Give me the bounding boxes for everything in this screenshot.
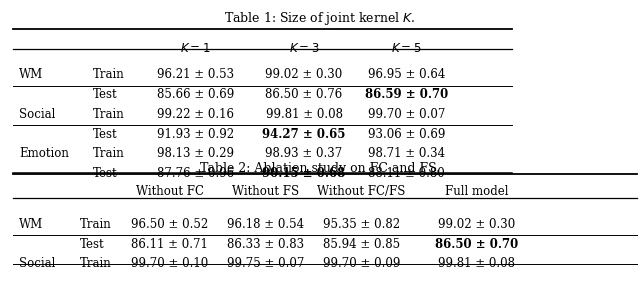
Text: 98.13 ± 0.29: 98.13 ± 0.29: [157, 147, 234, 160]
Text: Without FC/FS: Without FC/FS: [317, 185, 406, 198]
Text: 94.27 ± 0.65: 94.27 ± 0.65: [262, 128, 346, 141]
Text: 96.50 ± 0.52: 96.50 ± 0.52: [131, 218, 208, 231]
Text: $K=5$: $K=5$: [391, 42, 422, 55]
Text: Social: Social: [19, 257, 56, 270]
Text: Without FS: Without FS: [232, 185, 299, 198]
Text: Without FC: Without FC: [136, 185, 204, 198]
Text: 85.94 ± 0.85: 85.94 ± 0.85: [323, 238, 400, 251]
Text: 96.18 ± 0.54: 96.18 ± 0.54: [227, 218, 304, 231]
Text: Table 1: Size of joint kernel $K$.: Table 1: Size of joint kernel $K$.: [224, 10, 416, 27]
Text: 91.93 ± 0.92: 91.93 ± 0.92: [157, 128, 234, 141]
Text: 99.70 ± 0.10: 99.70 ± 0.10: [131, 257, 208, 270]
Text: $K=1$: $K=1$: [180, 42, 211, 55]
Text: 85.66 ± 0.69: 85.66 ± 0.69: [157, 88, 234, 101]
Text: 93.06 ± 0.69: 93.06 ± 0.69: [368, 128, 445, 141]
Text: 99.70 ± 0.09: 99.70 ± 0.09: [323, 257, 400, 270]
Text: Test: Test: [93, 167, 117, 180]
Text: 98.71 ± 0.34: 98.71 ± 0.34: [368, 147, 445, 160]
Text: WM: WM: [19, 68, 44, 81]
Text: 90.15 ± 0.68: 90.15 ± 0.68: [262, 167, 346, 180]
Text: WM: WM: [19, 218, 44, 231]
Text: 86.11 ± 0.71: 86.11 ± 0.71: [131, 238, 208, 251]
Text: Test: Test: [80, 238, 104, 251]
Text: 99.02 ± 0.30: 99.02 ± 0.30: [266, 68, 342, 81]
Text: Test: Test: [93, 128, 117, 141]
Text: Train: Train: [80, 218, 112, 231]
Text: Train: Train: [80, 257, 112, 270]
Text: 86.59 ± 0.70: 86.59 ± 0.70: [365, 88, 448, 101]
Text: $K=3$: $K=3$: [289, 42, 319, 55]
Text: Full model: Full model: [445, 185, 509, 198]
Text: Train: Train: [93, 68, 125, 81]
Text: 87.76 ± 0.96: 87.76 ± 0.96: [157, 167, 234, 180]
Text: 99.02 ± 0.30: 99.02 ± 0.30: [438, 218, 515, 231]
Text: Social: Social: [19, 108, 56, 121]
Text: 95.35 ± 0.82: 95.35 ± 0.82: [323, 218, 400, 231]
Text: 86.50 ± 0.76: 86.50 ± 0.76: [266, 88, 342, 101]
Text: 96.21 ± 0.53: 96.21 ± 0.53: [157, 68, 234, 81]
Text: 99.81 ± 0.08: 99.81 ± 0.08: [438, 257, 515, 270]
Text: 86.33 ± 0.83: 86.33 ± 0.83: [227, 238, 304, 251]
Text: 99.22 ± 0.16: 99.22 ± 0.16: [157, 108, 234, 121]
Text: Train: Train: [93, 108, 125, 121]
Text: 99.70 ± 0.07: 99.70 ± 0.07: [368, 108, 445, 121]
Text: 98.93 ± 0.37: 98.93 ± 0.37: [266, 147, 342, 160]
Text: Table 2: Ablation study on FC and FS.: Table 2: Ablation study on FC and FS.: [200, 162, 440, 175]
Text: Train: Train: [93, 147, 125, 160]
Text: 96.95 ± 0.64: 96.95 ± 0.64: [368, 68, 445, 81]
Text: Emotion: Emotion: [19, 147, 69, 160]
Text: Test: Test: [93, 88, 117, 101]
Text: 86.50 ± 0.70: 86.50 ± 0.70: [435, 238, 518, 251]
Text: 99.75 ± 0.07: 99.75 ± 0.07: [227, 257, 304, 270]
Text: 99.81 ± 0.08: 99.81 ± 0.08: [266, 108, 342, 121]
Text: 88.11 ± 0.80: 88.11 ± 0.80: [368, 167, 445, 180]
